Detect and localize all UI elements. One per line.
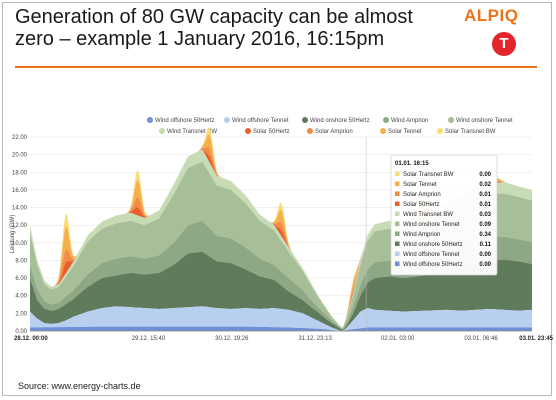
y-tick-label: 0.00 (15, 329, 27, 335)
tooltip-series-value: 0.34 (479, 232, 491, 238)
y-tick-label: 6.00 (15, 276, 27, 282)
tooltip-series-value: 0.09 (479, 222, 491, 228)
chart-areas (30, 126, 532, 331)
tooltip-series-value: 0.02 (479, 182, 491, 188)
legend-label: Wind offshore Tennet (232, 118, 289, 124)
tooltip-swatch (395, 251, 400, 256)
tooltip-series-value: 0.11 (480, 242, 492, 248)
y-tick-label: 22.00 (12, 135, 28, 141)
tooltip-swatch (395, 201, 400, 206)
tooltip-series-name: Wind onshore Tennet (403, 222, 460, 228)
tooltip-title: 01.01. 16:15 (395, 161, 429, 167)
tooltip-series-name: Wind onshore 50Hertz (403, 242, 463, 248)
y-tick-label: 2.00 (15, 311, 27, 317)
tooltip-series-value: 0.00 (479, 262, 491, 268)
legend-label: Wind offshore 50Hertz (155, 118, 215, 124)
legend-label: Wind onshore 50Hertz (310, 118, 370, 124)
legend-label: Solar Amprion (315, 129, 353, 135)
y-tick-label: 14.00 (12, 206, 28, 212)
area-onshore-tennet (30, 161, 532, 329)
y-tick-label: 16.00 (12, 188, 28, 194)
legend-marker (380, 128, 386, 134)
tooltip-box (390, 154, 498, 276)
legend-label: Wind Transnet BW (167, 129, 217, 135)
tooltip-swatch (395, 261, 400, 266)
y-tick-label: 18.00 (12, 170, 28, 176)
legend-label: Solar 50Hertz (253, 129, 290, 135)
x-tick-label: 03.01. 23:45 (519, 336, 553, 342)
y-tick-label: 4.00 (15, 294, 27, 300)
tooltip-swatch (395, 181, 400, 186)
x-tick-label: 30.12. 19:26 (215, 336, 249, 342)
tooltip-series-name: Solar Amprion (403, 192, 441, 198)
chart-axes: 0.00 2.00 4.00 6.00 8.00 10.00 12.00 14.00 16.00… (10, 135, 554, 342)
tooltip-swatch (395, 171, 400, 176)
slide-frame (2, 2, 552, 396)
legend-marker (147, 117, 153, 123)
legend-marker (224, 117, 230, 123)
legend-marker (245, 128, 251, 134)
y-tick-label: 10.00 (12, 241, 28, 247)
slide-title: Generation of 80 GW capacity can be almo… (15, 6, 413, 50)
tooltip-series-value: 0.03 (479, 212, 491, 218)
tooltip-swatch (395, 231, 400, 236)
y-tick-label: 20.00 (12, 153, 28, 159)
x-tick-label: 31.12. 23:13 (298, 336, 332, 342)
y-axis-label: Leistung (GW) (10, 215, 16, 254)
tooltip-swatch (395, 221, 400, 226)
legend-marker (383, 117, 389, 123)
title-rule (15, 66, 537, 68)
chart-tooltip: 01.01. 16:15 Solar Transnet BW 0.00 Solar T… (390, 154, 498, 276)
logo-mark: T (492, 32, 516, 56)
legend-marker (437, 128, 443, 134)
x-tick-label: 29.12. 15:40 (132, 336, 166, 342)
legend-marker (307, 128, 313, 134)
tooltip-swatch (395, 241, 400, 246)
area-transnet (30, 149, 532, 328)
legend-label: Solar Transnet BW (445, 129, 496, 135)
tooltip-series-name: Solar 50Hertz (403, 202, 440, 208)
area-onshore-50hertz (30, 251, 532, 331)
tooltip-series-name: Wind Transnet BW (403, 212, 453, 218)
legend-label: Wind onshore Tennet (456, 118, 513, 124)
tooltip-series-name: Solar Transnet BW (403, 172, 454, 178)
x-tick-label: 02.01. 03:00 (381, 336, 415, 342)
area-amprion (30, 220, 532, 330)
y-tick-label: 12.00 (12, 223, 28, 229)
area-offshore-tennet (30, 306, 532, 331)
tooltip-series-value: 0.01 (479, 192, 491, 198)
tooltip-series-name: Wind offshore Tennet (403, 252, 460, 258)
legend-marker (448, 117, 454, 123)
legend-marker (159, 128, 165, 134)
x-tick-label: 03.01. 06:46 (464, 336, 498, 342)
legend-label: Solar Tennet (388, 129, 422, 135)
tooltip-swatch (395, 211, 400, 216)
tooltip-series-value: 0.01 (479, 202, 491, 208)
chart-legend: Wind offshore 50Hertz Wind offshore Tenne… (147, 117, 513, 135)
source-note: Source: www.energy-charts.de (18, 381, 141, 391)
tooltip-swatch (395, 191, 400, 196)
tooltip-series-name: Wind offshore 50Hertz (403, 262, 463, 268)
x-tick-label: 28.12. 00:00 (14, 336, 48, 342)
legend-label: Wind Amprion (391, 118, 428, 124)
tooltip-series-name: Solar Tennet (403, 182, 437, 188)
alpiq-logo: ALPIQ (464, 6, 519, 25)
area-offshore-50hertz (30, 326, 532, 331)
tooltip-series-name: Wind Amprion (403, 232, 440, 238)
tooltip-series-value: 0.00 (479, 172, 491, 178)
tooltip-series-value: 0.00 (479, 252, 491, 258)
legend-marker (302, 117, 308, 123)
y-tick-label: 8.00 (15, 258, 27, 264)
